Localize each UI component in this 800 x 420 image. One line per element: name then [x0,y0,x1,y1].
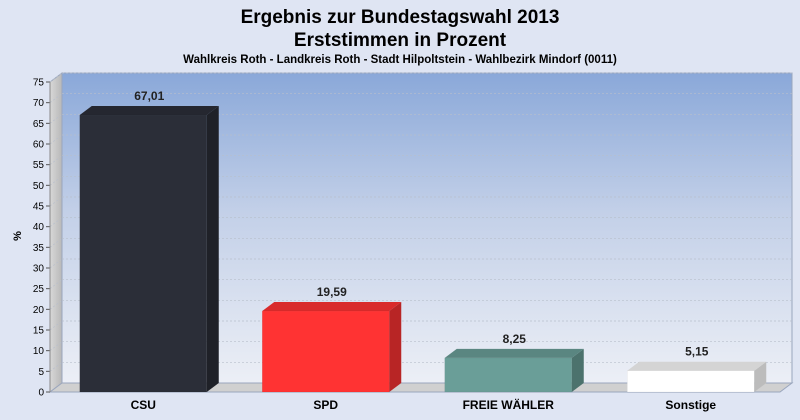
gridline-side [49,134,63,145]
y-tick-label: 25 [33,284,45,295]
gridline-side [49,176,63,186]
bar-spd [262,310,390,393]
bar-value-label: 19,59 [317,285,347,299]
gridline-side [49,341,63,351]
gridline-side [49,362,63,372]
gridline-side [49,217,63,227]
gridline-side [49,72,63,83]
y-tick-label: 45 [33,202,45,213]
y-tick-label: 30 [33,264,45,275]
y-tick-label: 50 [33,181,45,192]
y-tick-label: 65 [33,119,45,130]
bar-top [79,106,219,116]
y-tick-label: 20 [33,305,45,316]
y-tick-label: 75 [33,78,45,89]
gridline-side [49,155,63,165]
y-axis-label: % [12,231,24,241]
y-tick-label: 55 [33,160,45,171]
y-tick-label: 35 [33,243,45,254]
gridline-side [49,238,63,248]
bar-value-label: 67,01 [134,89,164,103]
y-tick-label: 15 [33,326,45,337]
bar-top [627,361,767,371]
y-tick-label: 5 [38,367,44,378]
y-tick-label: 60 [33,140,45,151]
x-tick-label: FREIE WÄHLER [463,397,555,412]
bar-csu [79,114,207,393]
bar-value-label: 8,25 [503,332,527,346]
bar-freie-w-hler [444,357,572,393]
gridline-side [49,300,63,310]
x-tick-label: CSU [131,398,156,412]
gridline-side [49,279,63,289]
chart-subtitle: Erststimmen in Prozent [293,30,507,51]
y-tick-label: 0 [38,388,44,399]
x-tick-label: SPD [313,398,338,412]
plot-side-wall [49,72,63,393]
chart-caption: Wahlkreis Roth - Landkreis Roth - Stadt … [183,54,617,66]
y-tick-label: 70 [33,98,45,109]
gridline-side [49,93,63,103]
y-tick-label: 40 [33,222,45,233]
chart-title: Ergebnis zur Bundestagswahl 2013 [240,7,560,28]
bar-side [389,302,402,392]
gridline-side [49,258,63,269]
gridline-side [49,114,63,124]
gridline-side [49,320,63,331]
gridline-side [49,196,63,207]
bar-side [754,361,767,392]
bar-side [571,348,584,392]
bar-top [444,348,584,358]
bar-value-label: 5,15 [685,345,709,359]
x-tick-label: Sonstige [665,398,716,412]
bar-top [262,302,402,312]
y-tick-label: 10 [33,346,45,357]
bar-sonstige [627,370,755,393]
bar-side [206,106,219,392]
